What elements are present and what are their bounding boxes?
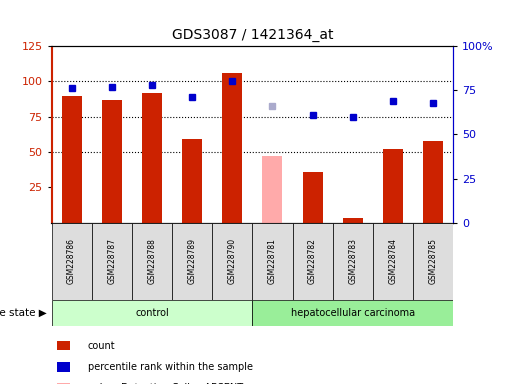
Bar <box>62 96 81 223</box>
Text: GSM228783: GSM228783 <box>348 238 357 284</box>
Text: GSM228786: GSM228786 <box>67 238 76 284</box>
Title: GDS3087 / 1421364_at: GDS3087 / 1421364_at <box>171 28 333 42</box>
Text: GSM228781: GSM228781 <box>268 238 277 284</box>
Bar <box>182 139 202 223</box>
Text: GSM228788: GSM228788 <box>147 238 157 284</box>
Text: GSM228789: GSM228789 <box>187 238 197 284</box>
Text: disease state ▶: disease state ▶ <box>0 308 46 318</box>
Bar <box>52 300 252 326</box>
Bar <box>373 223 413 300</box>
Bar <box>302 172 322 223</box>
Text: value, Detection Call = ABSENT: value, Detection Call = ABSENT <box>88 383 243 384</box>
Bar <box>132 223 172 300</box>
Bar <box>252 300 453 326</box>
Text: GSM228787: GSM228787 <box>107 238 116 284</box>
Bar <box>172 223 212 300</box>
Text: hepatocellular carcinoma: hepatocellular carcinoma <box>290 308 415 318</box>
Bar <box>262 156 282 223</box>
Text: count: count <box>88 341 115 351</box>
Bar <box>413 223 453 300</box>
Text: GSM228785: GSM228785 <box>428 238 438 284</box>
Text: percentile rank within the sample: percentile rank within the sample <box>88 362 252 372</box>
Bar <box>222 73 242 223</box>
Bar <box>92 223 132 300</box>
Bar <box>342 218 363 223</box>
Text: GSM228782: GSM228782 <box>308 238 317 284</box>
Bar <box>212 223 252 300</box>
Text: GSM228790: GSM228790 <box>228 238 237 284</box>
Text: control: control <box>135 308 169 318</box>
Bar <box>383 149 403 223</box>
Bar <box>101 100 122 223</box>
Bar <box>52 223 92 300</box>
Bar <box>142 93 162 223</box>
Bar <box>333 223 373 300</box>
Bar <box>252 223 293 300</box>
Bar <box>423 141 443 223</box>
Text: GSM228784: GSM228784 <box>388 238 398 284</box>
Bar <box>293 223 333 300</box>
